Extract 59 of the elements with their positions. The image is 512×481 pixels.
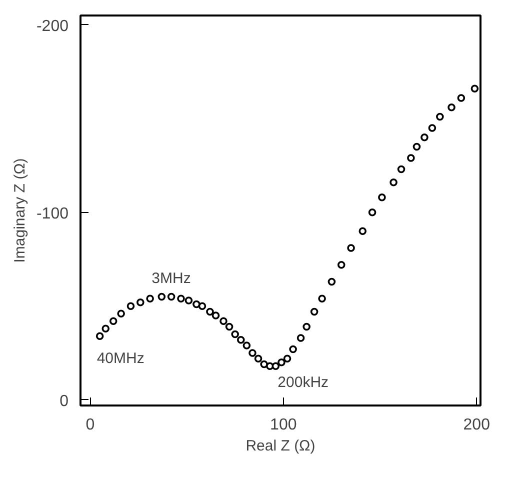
point	[126, 302, 135, 310]
point	[254, 354, 262, 363]
point	[310, 308, 318, 316]
point	[368, 208, 376, 216]
point	[109, 317, 118, 326]
point	[420, 133, 428, 142]
x-axis-title: Real Z (Ω)	[246, 438, 316, 454]
point	[206, 308, 214, 316]
point	[225, 322, 234, 331]
point	[236, 336, 245, 344]
y-tick-label: -100	[36, 205, 69, 222]
point	[296, 334, 305, 342]
point	[448, 103, 456, 112]
point	[136, 298, 144, 306]
point	[167, 292, 176, 301]
point	[146, 294, 154, 303]
point	[436, 112, 444, 121]
point	[184, 296, 193, 304]
point	[198, 302, 206, 310]
point	[302, 322, 310, 331]
point	[242, 342, 251, 350]
point	[278, 358, 286, 366]
point	[457, 94, 466, 102]
point	[397, 165, 406, 174]
point	[412, 142, 421, 151]
x-tick-label: 100	[270, 416, 297, 434]
point	[266, 362, 274, 370]
point	[158, 292, 166, 301]
point	[117, 310, 125, 318]
y-tick-label: 0	[60, 392, 69, 410]
point	[248, 349, 256, 357]
point	[177, 294, 185, 303]
y-axis-title: Imaginary Z (Ω)	[11, 158, 28, 263]
point	[470, 84, 479, 93]
point	[212, 312, 220, 320]
annotation: 3MHz	[152, 270, 191, 287]
point	[192, 300, 200, 308]
point	[337, 260, 346, 269]
y-tick-label: -200	[36, 18, 69, 35]
annotation: 200kHz	[278, 374, 329, 392]
point	[428, 124, 436, 132]
point	[358, 227, 367, 236]
point	[407, 154, 415, 162]
point	[318, 294, 326, 303]
x-tick-label: 0	[86, 416, 95, 434]
point	[289, 345, 297, 354]
point	[272, 362, 280, 370]
point	[102, 324, 110, 333]
point	[390, 178, 398, 186]
annotation: 40MHz	[96, 350, 144, 368]
point	[220, 317, 228, 326]
x-tick-label: 200	[463, 416, 490, 434]
point	[347, 244, 355, 252]
point	[231, 330, 239, 338]
point	[260, 360, 268, 368]
point	[96, 332, 104, 340]
point	[378, 193, 386, 202]
point	[328, 278, 336, 286]
point	[283, 354, 292, 363]
